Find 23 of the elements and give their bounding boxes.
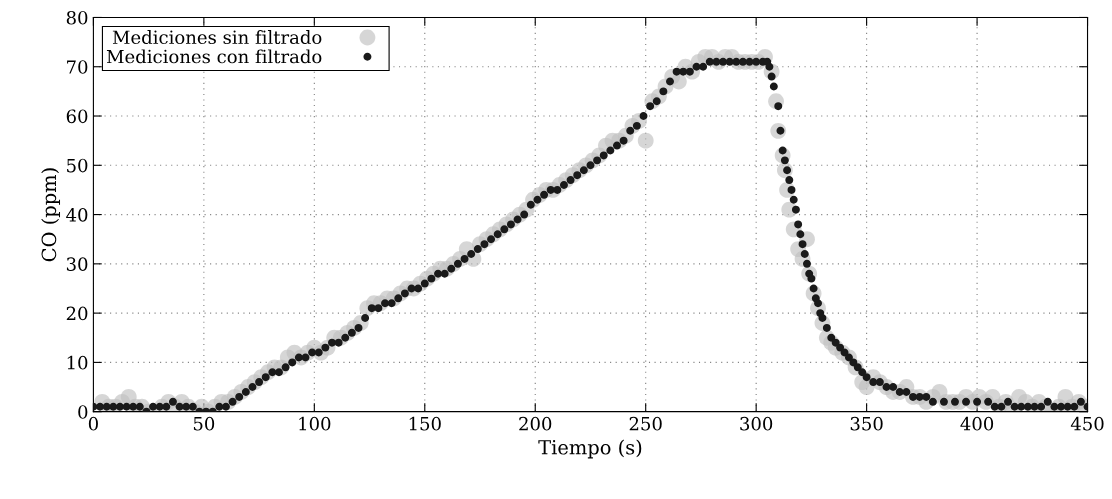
y-tick-label: 0 bbox=[78, 405, 88, 419]
x-tick-label: 150 bbox=[409, 416, 441, 431]
y-tick-label: 80 bbox=[66, 10, 88, 25]
x-tick-label: 250 bbox=[629, 416, 662, 431]
y-tick-label: 10 bbox=[67, 355, 88, 370]
y-tick-label: 60 bbox=[66, 109, 88, 124]
x-tick-label: 0 bbox=[88, 416, 98, 431]
x-tick-label: 450 bbox=[1070, 416, 1104, 431]
y-tick-label: 20 bbox=[66, 306, 88, 321]
x-tick-label: 100 bbox=[299, 416, 331, 431]
x-tick-label: 400 bbox=[960, 416, 994, 431]
x-tick-label: 350 bbox=[850, 416, 883, 431]
x-tick-label: 50 bbox=[193, 416, 215, 431]
x-axis-title: Tiempo (s) bbox=[538, 439, 642, 459]
y-tick-label: 70 bbox=[67, 60, 88, 74]
legend-label: Mediciones sin filtrado bbox=[112, 30, 322, 45]
x-tick-label: 300 bbox=[740, 416, 773, 431]
y-tick-label: 30 bbox=[66, 257, 88, 271]
legend-label: Mediciones con filtrado bbox=[106, 49, 322, 64]
y-tick-label: 40 bbox=[66, 208, 88, 222]
y-tick-label: 50 bbox=[67, 158, 88, 173]
y-axis-title: CO (ppm) bbox=[41, 168, 61, 262]
x-tick-label: 200 bbox=[519, 416, 552, 431]
